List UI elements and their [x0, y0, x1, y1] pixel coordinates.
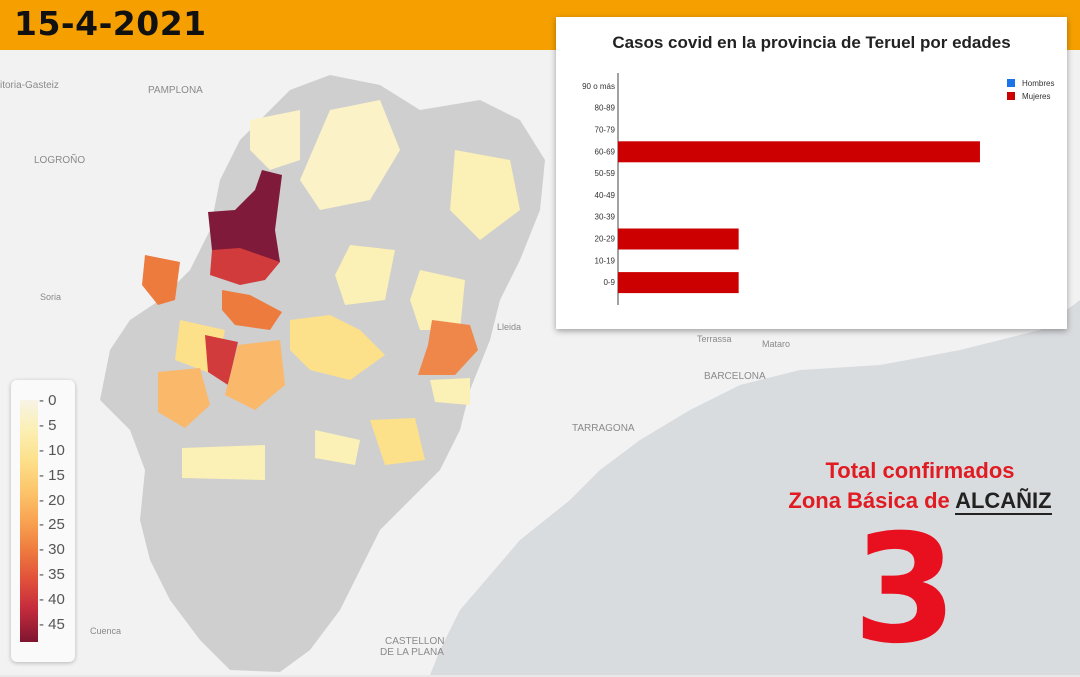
age-tick-label: 10-19 — [595, 256, 616, 265]
health-zones — [142, 100, 520, 480]
age-tick-label: 0-9 — [603, 278, 615, 287]
bar-mujeres — [618, 141, 980, 163]
zone-shape — [418, 320, 478, 375]
age-tick-label: 20-29 — [595, 235, 616, 244]
report-date: 15-4-2021 — [14, 4, 207, 43]
color-scale-bar — [20, 400, 38, 642]
total-confirmed-label: Total confirmados — [825, 458, 1015, 483]
chart-title: Casos covid en la provincia de Teruel po… — [612, 33, 1011, 52]
city-label-barcelona: BARCELONA — [704, 371, 766, 382]
zone-shape — [158, 368, 210, 428]
legend-label-mujeres: Mujeres — [1022, 92, 1050, 101]
zone-shape — [410, 270, 465, 330]
age-tick-label: 90 o más — [582, 82, 615, 91]
zone-shape — [250, 110, 300, 170]
age-tick-label: 40-49 — [595, 191, 616, 200]
zone-shape — [210, 248, 280, 285]
age-chart-panel: Casos covid en la provincia de Teruel po… — [556, 17, 1067, 329]
legend-tick-label: - 0 — [39, 392, 57, 409]
zone-shape — [208, 170, 282, 262]
city-label-lleida: Lleida — [497, 322, 521, 332]
color-scale-legend: - 0 - 5 - 10 - 15 - 20 - 25 - 30 - 35 - 40 - 45 — [11, 380, 75, 662]
legend-tick-label: - 35 — [39, 566, 65, 584]
city-label-pamplona: PAMPLONA — [148, 85, 203, 96]
zone-shape — [370, 418, 425, 465]
zone-shape — [300, 100, 400, 210]
legend-swatch-mujeres — [1007, 92, 1015, 100]
zone-shape — [182, 445, 265, 480]
zone-shape — [450, 150, 520, 240]
zone-shape — [205, 335, 238, 385]
legend-swatch-hombres — [1007, 79, 1015, 87]
legend-tick-label: - 25 — [39, 516, 65, 534]
city-label-terrassa: Terrassa — [697, 334, 732, 344]
zone-shape — [430, 378, 470, 405]
zone-shape — [225, 340, 285, 410]
legend-label-hombres: Hombres — [1022, 79, 1054, 88]
age-tick-label: 50-59 — [595, 169, 616, 178]
map-sea — [430, 300, 1080, 675]
zone-shape — [222, 290, 282, 330]
city-label-tarragona: TARRAGONA — [572, 423, 635, 434]
age-tick-label: 70-79 — [595, 126, 616, 135]
zone-shape — [335, 245, 395, 305]
city-label-soria: Soria — [40, 292, 61, 302]
zone-shape — [315, 430, 360, 465]
legend-tick-label: - 30 — [39, 541, 65, 559]
legend-tick-label: - 40 — [39, 591, 65, 609]
city-label-cuenca: Cuenca — [90, 626, 121, 636]
age-tick-label: 30-39 — [595, 213, 616, 222]
zone-shape — [290, 315, 385, 380]
legend-tick-label: - 20 — [39, 491, 65, 509]
bar-mujeres — [618, 272, 739, 294]
city-label-castellon-2: DE LA PLANA — [380, 647, 444, 658]
zone-shape — [142, 255, 180, 305]
legend-tick-label: - 45 — [39, 616, 65, 633]
zone-prefix: Zona Básica de — [788, 488, 956, 513]
age-tick-label: 60-69 — [595, 147, 616, 156]
city-label-castellon: CASTELLON — [385, 636, 444, 647]
age-tick-label: 80-89 — [595, 104, 616, 113]
legend-tick-label: - 10 — [39, 441, 65, 459]
legend-tick-label: - 15 — [39, 466, 65, 484]
age-bar-chart: 90 o más 80-89 70-79 60-69 50-59 40-49 30-39 20… — [582, 73, 1054, 305]
total-cases-number: 3 — [852, 503, 958, 677]
city-label-logrono: LOGROÑO — [34, 153, 85, 166]
zone-name: ALCAÑIZ — [955, 488, 1052, 515]
legend-tick-label: - 5 — [39, 416, 57, 434]
bar-mujeres — [618, 228, 739, 250]
city-label-vitoria: itoria-Gasteiz — [0, 80, 59, 91]
city-labels: itoria-Gasteiz PAMPLONA LOGROÑO Soria Ll… — [0, 80, 790, 658]
zone-line: Zona Básica de ALCAÑIZ — [760, 488, 1080, 515]
city-label-mataro: Mataro — [762, 339, 790, 349]
